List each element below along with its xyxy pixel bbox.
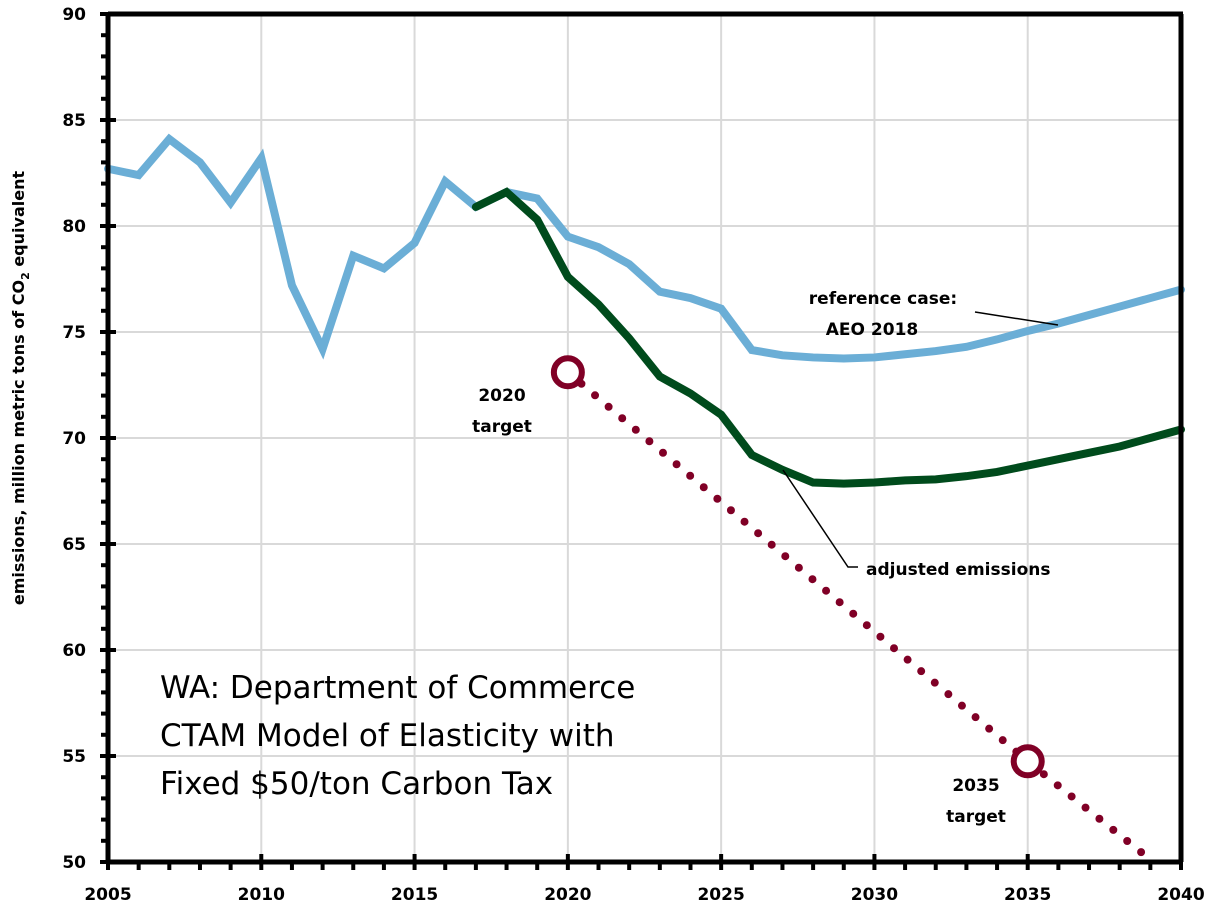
axes	[100, 11, 1184, 870]
target-marker-2020	[550, 355, 585, 390]
x-tick-label: 2030	[851, 885, 898, 905]
annotations: 2020 target 2035 target reference case: AEO 2…	[472, 289, 1059, 827]
x-tick-label: 2015	[391, 885, 438, 905]
series-line-adjusted-emissions	[471, 187, 1185, 488]
chart-title-line-3: Fixed $50/ton Carbon Tax	[160, 766, 554, 802]
reference-case-label: AEO 2018	[826, 320, 918, 340]
y-tick-label: 80	[62, 217, 86, 237]
chart-title-line-2: CTAM Model of Elasticity with	[160, 718, 615, 754]
y-tick-label: 70	[62, 429, 86, 449]
grid	[108, 14, 1181, 862]
x-tick-label: 2005	[84, 885, 131, 905]
adjusted-emissions-leader-line	[782, 469, 858, 568]
y-tick-label: 55	[62, 747, 86, 767]
chart-title: WA: Department of Commerce CTAM Model of…	[160, 664, 635, 808]
markers-layer	[550, 355, 1045, 779]
x-tick-label: 2040	[1157, 885, 1204, 905]
y-tick-label: 60	[62, 641, 86, 661]
chart-title-line-1: WA: Department of Commerce	[160, 670, 636, 706]
x-tick-label: 2035	[1004, 885, 1051, 905]
adjusted-emissions-label: adjusted emissions	[866, 560, 1050, 580]
x-tick-label: 2010	[238, 885, 285, 905]
target-label-2020: target	[472, 417, 532, 437]
y-axis-label-subscript: 2	[19, 272, 32, 280]
y-tick-label: 75	[62, 323, 86, 343]
y-axis-label: emissions, million metric tons of CO2 eq…	[9, 171, 32, 606]
series-line-target-path	[563, 368, 1158, 866]
target-label-2035: 2035	[952, 776, 999, 796]
y-axis-label-main: emissions, million metric tons of CO	[9, 280, 28, 605]
target-label-2035: target	[946, 807, 1006, 827]
y-tick-label: 50	[62, 853, 86, 873]
target-label-2020: 2020	[478, 386, 525, 406]
x-tick-label: 2020	[544, 885, 591, 905]
y-tick-label: 85	[62, 111, 86, 131]
reference-case-leader-line	[974, 311, 1059, 326]
series-line-reference-case	[104, 133, 1185, 363]
target-marker-2035	[1010, 744, 1045, 779]
x-tick-label: 2025	[697, 885, 744, 905]
y-tick-label: 90	[62, 5, 86, 25]
tick-labels: 50 55 60 65 70 75 80 85 90 2005 2010 2015 2020 2025 20…	[62, 5, 1204, 905]
reference-case-label: reference case:	[809, 289, 957, 309]
y-axis-label-tail: equivalent	[9, 171, 28, 273]
y-tick-label: 65	[62, 535, 86, 555]
